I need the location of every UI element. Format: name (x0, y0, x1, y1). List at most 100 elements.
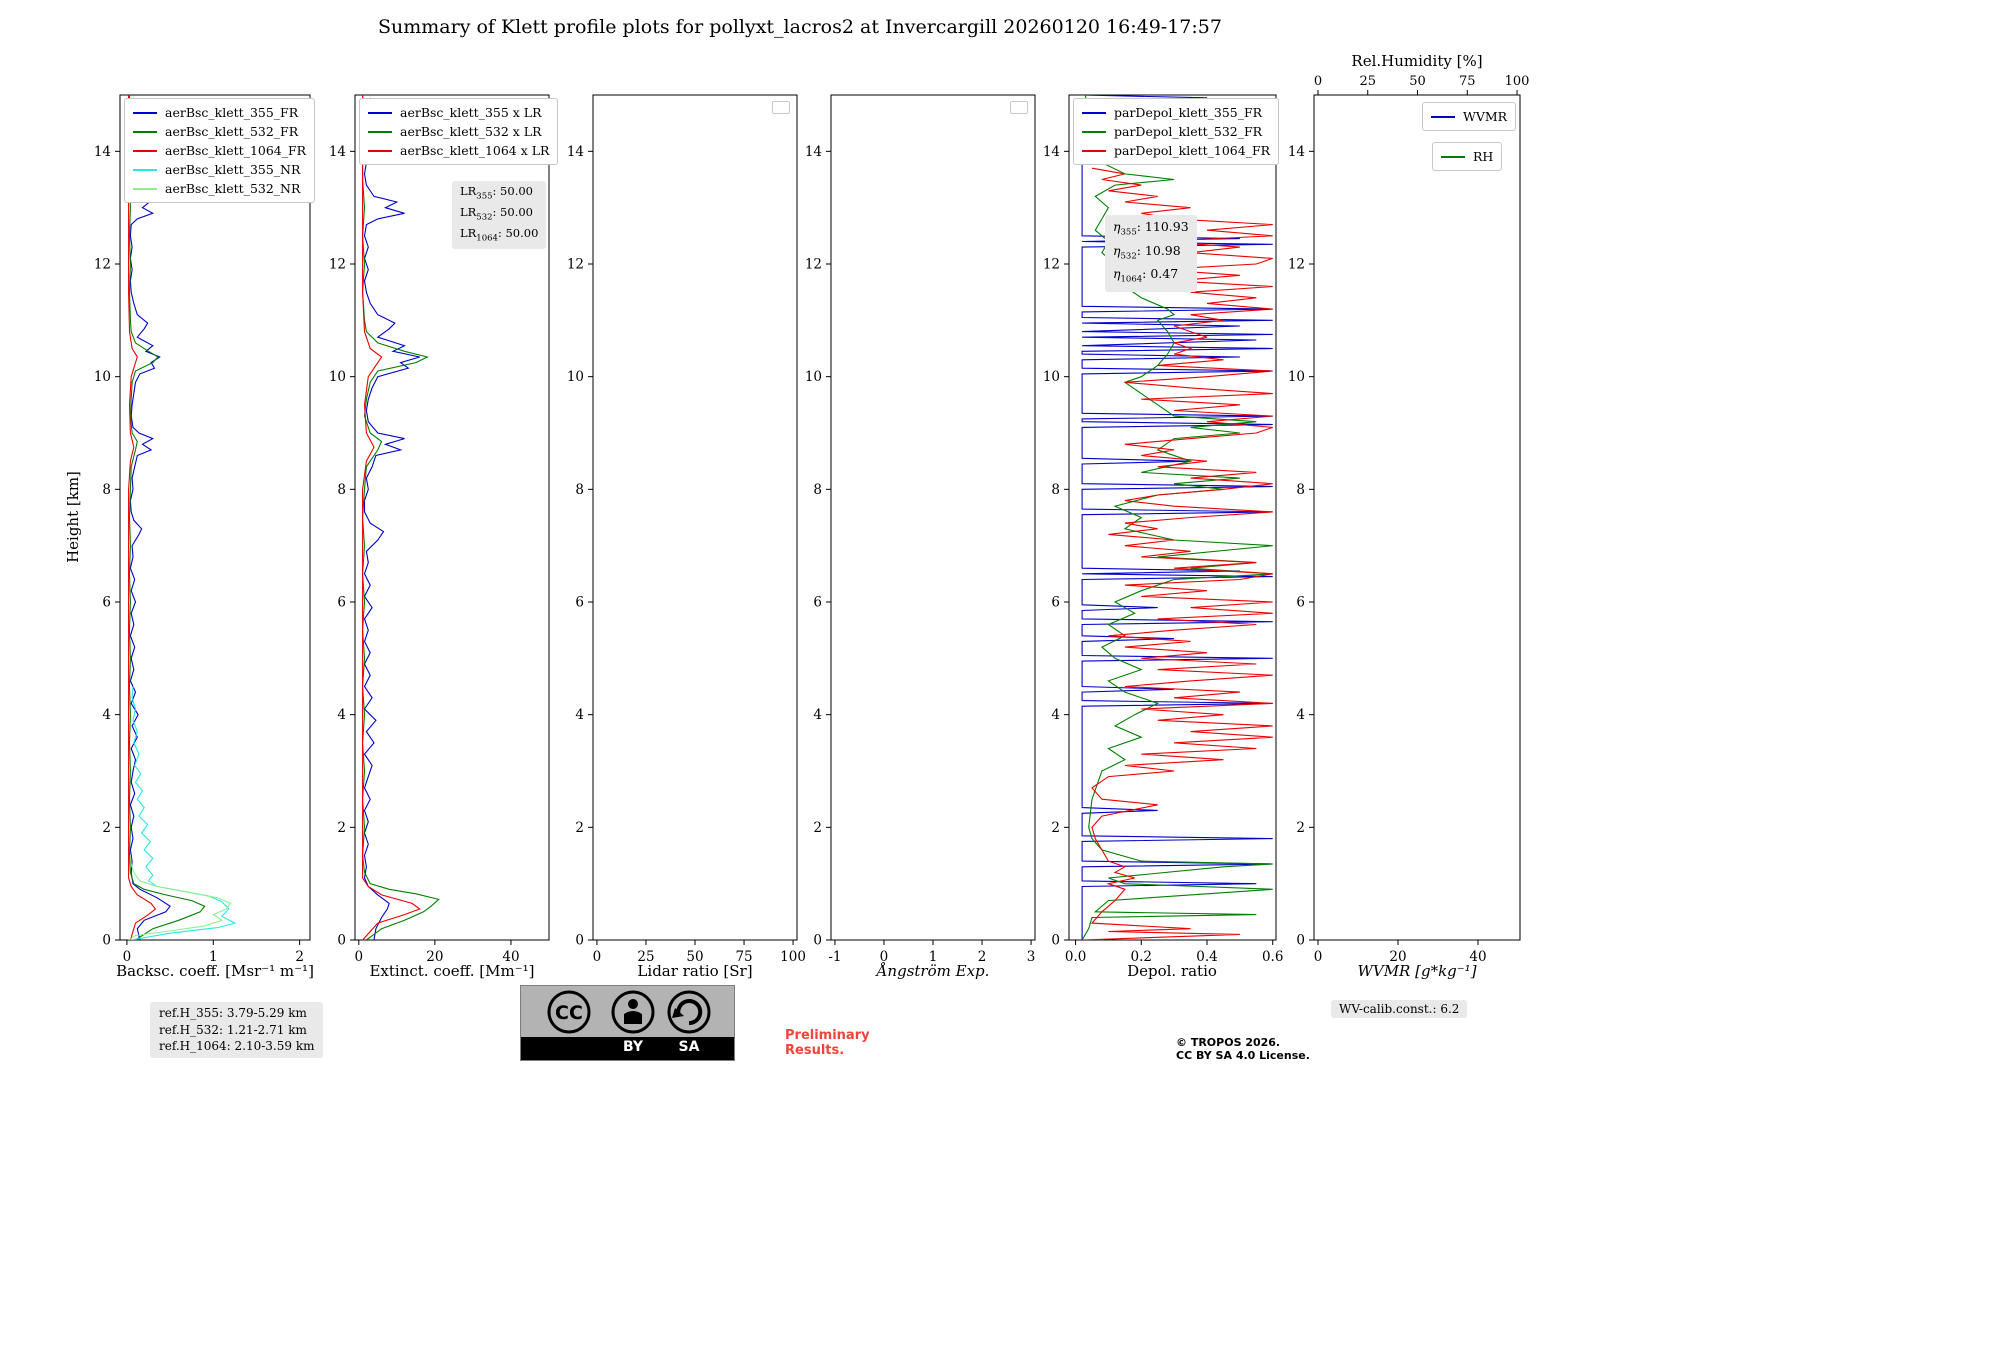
eta-532-line: η532: 10.98 (1113, 242, 1189, 266)
legend-item: parDepol_klett_1064_FR (1082, 141, 1270, 160)
legend-item: aerBsc_klett_1064 x LR (368, 141, 549, 160)
line-swatch-depol1064 (1082, 149, 1106, 152)
svg-text:14: 14 (94, 144, 111, 160)
copyright-line2: CC BY SA 4.0 License. (1176, 1049, 1310, 1062)
svg-text:50: 50 (686, 949, 703, 965)
legend-label: parDepol_klett_532_FR (1114, 124, 1263, 139)
legend-label: aerBsc_klett_355 x LR (400, 105, 542, 120)
svg-text:2: 2 (978, 949, 987, 965)
legend-label: aerBsc_klett_1064_FR (165, 143, 307, 158)
lr-sub: 355 (476, 191, 493, 202)
eta-symbol: η (1113, 219, 1121, 234)
svg-text:12: 12 (94, 257, 111, 273)
svg-text:0.4: 0.4 (1196, 949, 1217, 965)
svg-text:40: 40 (502, 949, 519, 965)
svg-text:25: 25 (1359, 74, 1376, 89)
lr-sub: 532 (476, 212, 493, 223)
legend-label: RH (1473, 149, 1494, 164)
xlabel-wvmr: WVMR [g*kg⁻¹] (1357, 962, 1477, 980)
eta-sub: 1064 (1120, 274, 1143, 285)
svg-text:8: 8 (1051, 482, 1060, 498)
legend-label: parDepol_klett_1064_FR (1114, 143, 1271, 158)
legend-empty-angstrom (1010, 101, 1028, 114)
lr-532-line: LR532: 50.00 (460, 205, 538, 226)
cc-by-text: BY (622, 1039, 644, 1055)
svg-text:10: 10 (567, 369, 584, 385)
svg-text:0: 0 (1314, 74, 1322, 89)
sa-arrowhead-icon (672, 1008, 684, 1018)
line-swatch-532nr (133, 187, 157, 190)
svg-text:12: 12 (1043, 257, 1060, 273)
preliminary-line2: Results. (785, 1043, 845, 1058)
svg-text:3: 3 (1027, 949, 1036, 965)
svg-text:12: 12 (805, 257, 822, 273)
svg-text:2: 2 (295, 949, 304, 965)
svg-text:2: 2 (102, 820, 111, 836)
svg-text:1: 1 (209, 949, 218, 965)
line-swatch-355lr (368, 111, 392, 114)
svg-text:8: 8 (813, 482, 822, 498)
svg-text:0: 0 (1296, 933, 1305, 949)
legend-backscatter: aerBsc_klett_355_FR aerBsc_klett_532_FR … (124, 98, 316, 203)
line-swatch-rh (1441, 155, 1465, 158)
eta-value: : 0.47 (1142, 266, 1179, 281)
svg-text:0: 0 (880, 949, 889, 965)
svg-text:4: 4 (813, 707, 822, 723)
svg-text:0.2: 0.2 (1131, 949, 1152, 965)
wv-calib-annotation: WV-calib.const.: 6.2 (1331, 1000, 1468, 1018)
svg-text:6: 6 (1296, 595, 1305, 611)
legend-label: parDepol_klett_355_FR (1114, 105, 1263, 120)
xlabel-backscatter: Backsc. coeff. [Msr⁻¹ m⁻¹] (116, 962, 314, 980)
svg-text:14: 14 (1288, 144, 1305, 160)
legend-item: aerBsc_klett_355_FR (133, 103, 306, 122)
xlabel-angstrom: Ångström Exp. (876, 962, 990, 980)
eta-sub: 532 (1120, 251, 1137, 261)
sa-circle-icon (667, 990, 711, 1034)
svg-text:14: 14 (805, 144, 822, 160)
legend-label: aerBsc_klett_355_NR (165, 162, 301, 177)
legend-item: aerBsc_klett_355 x LR (368, 103, 549, 122)
svg-text:0: 0 (355, 949, 364, 965)
xlabel-extinction: Extinct. coeff. [Mm⁻¹] (369, 962, 535, 980)
rel-humidity-axis-label: Rel.Humidity [%] (1351, 52, 1483, 70)
eta-sub: 355 (1120, 227, 1137, 238)
svg-text:0: 0 (102, 933, 111, 949)
legend-label: aerBsc_klett_355_FR (165, 105, 299, 120)
svg-text:0: 0 (575, 933, 584, 949)
lidar-ratio-annotation: LR355: 50.00 LR532: 50.00 LR1064: 50.00 (452, 181, 547, 250)
svg-text:0.0: 0.0 (1065, 949, 1086, 965)
eta-annotation: η355: 110.93 η532: 10.98 η1064: 0.47 (1105, 215, 1197, 292)
svg-text:6: 6 (102, 595, 111, 611)
svg-text:12: 12 (567, 257, 584, 273)
svg-text:6: 6 (813, 595, 822, 611)
svg-text:8: 8 (337, 482, 346, 498)
legend-item: aerBsc_klett_532_FR (133, 122, 306, 141)
svg-text:0: 0 (593, 949, 602, 965)
lr-value: : 50.00 (497, 225, 539, 240)
eta-1064-line: η1064: 0.47 (1113, 265, 1189, 289)
legend-label: aerBsc_klett_1064 x LR (400, 143, 550, 158)
svg-text:2: 2 (1296, 820, 1305, 836)
preliminary-note: Preliminary Results. (785, 1028, 870, 1058)
cc-text: CC (555, 1002, 583, 1024)
preliminary-line1: Preliminary (785, 1028, 870, 1043)
svg-text:14: 14 (567, 144, 584, 160)
lr-label: LR (460, 184, 477, 198)
lr-sub: 1064 (476, 232, 498, 243)
cc-license-badge: CC BY SA (520, 985, 735, 1061)
line-swatch-532lr (368, 130, 392, 133)
ref-h-532: ref.H_532: 1.21-2.71 km (159, 1022, 307, 1037)
svg-text:0: 0 (123, 949, 132, 965)
line-swatch-532fr (133, 130, 157, 133)
lr-label: LR (460, 225, 477, 240)
height-axis-label: Height [km] (64, 471, 82, 563)
ref-height-annotation: ref.H_355: 3.79-5.29 km ref.H_532: 1.21-… (150, 1002, 324, 1058)
person-head-icon (628, 999, 638, 1009)
svg-text:10: 10 (1288, 369, 1305, 385)
line-swatch-355fr (133, 111, 157, 114)
xlabel-lidar-ratio: Lidar ratio [Sr] (637, 962, 753, 980)
svg-text:8: 8 (1296, 482, 1305, 498)
xlabel-depol: Depol. ratio (1127, 962, 1217, 980)
legend-label: aerBsc_klett_532_NR (165, 181, 301, 196)
svg-text:1: 1 (929, 949, 938, 965)
